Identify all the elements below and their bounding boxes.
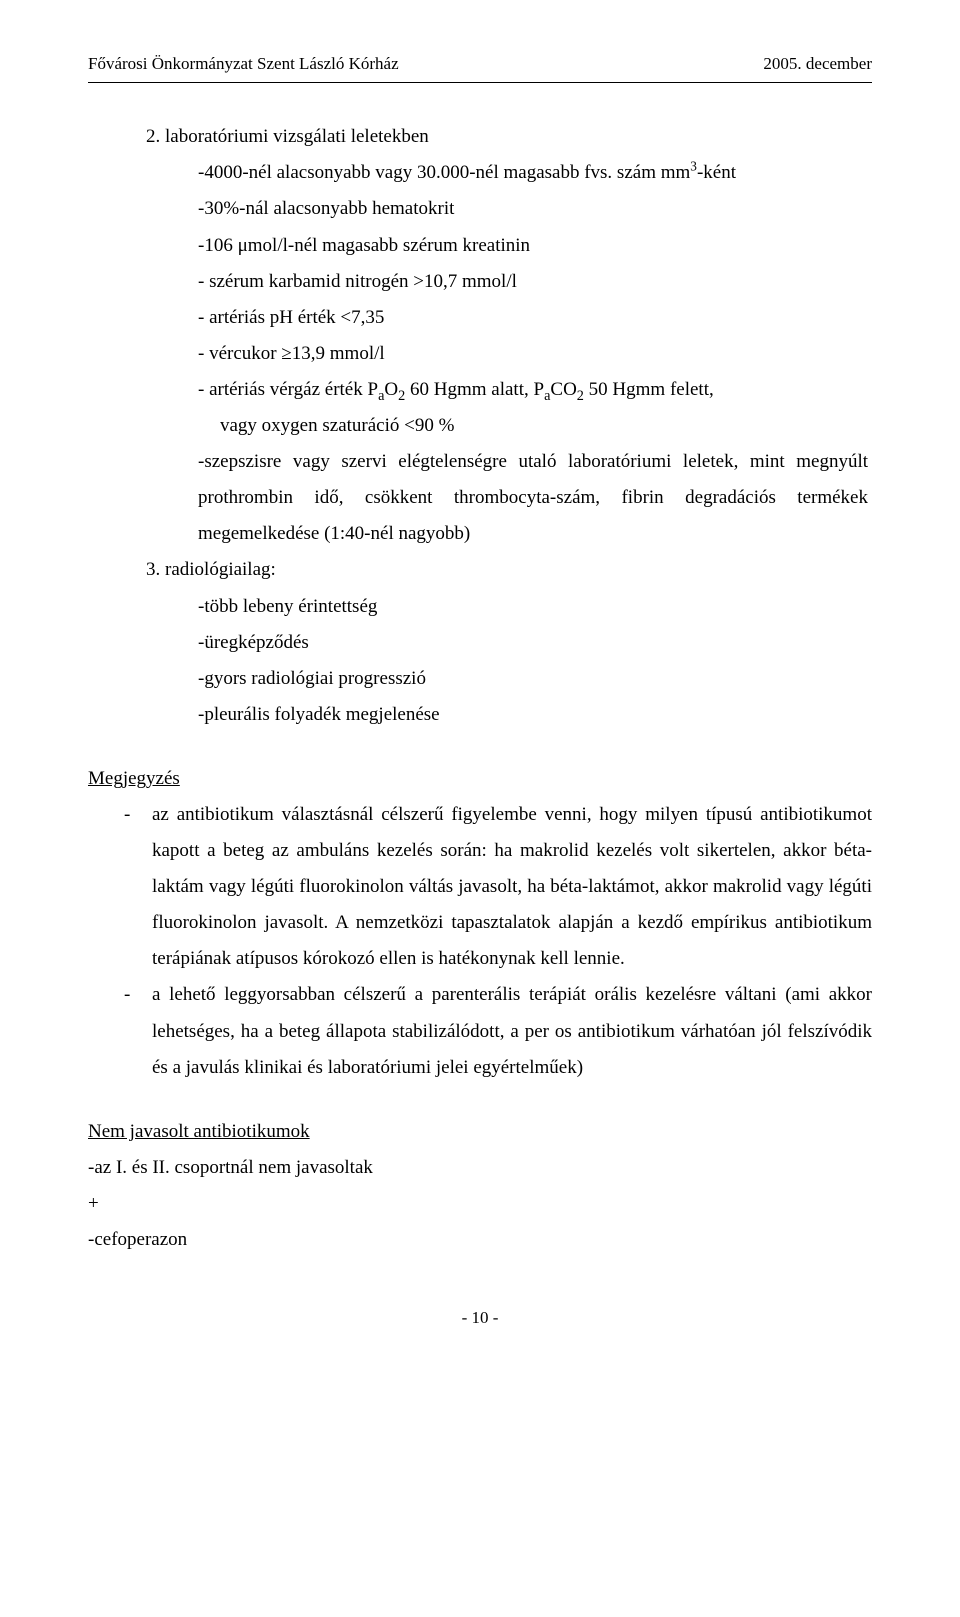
text: -4000-nél alacsonyabb vagy 30.000-nél ma… xyxy=(198,162,690,183)
text: 60 Hgmm alatt, P xyxy=(405,379,544,400)
header-left: Fővárosi Önkormányzat Szent László Kórhá… xyxy=(88,48,399,80)
note-item-2: - a lehető leggyorsabban célszerű a pare… xyxy=(124,977,872,1085)
lab-line-7: - artériás vérgáz érték PaO2 60 Hgmm ala… xyxy=(88,372,872,408)
superscript: 3 xyxy=(690,159,697,174)
header-right: 2005. december xyxy=(763,48,872,80)
page-footer: - 10 - xyxy=(88,1302,872,1334)
nr-line-3: -cefoperazon xyxy=(88,1222,872,1258)
note-list: - az antibiotikum választásnál célszerű … xyxy=(88,797,872,1086)
subscript: 2 xyxy=(577,388,584,404)
radio-line-3: -gyors radiológiai progresszió xyxy=(88,661,872,697)
list-item-2: 2. laboratóriumi vizsgálati leletekben xyxy=(88,119,872,155)
lab-line-1: -4000-nél alacsonyabb vagy 30.000-nél ma… xyxy=(88,155,872,191)
note-text: a lehető leggyorsabban célszerű a parent… xyxy=(152,977,872,1085)
note-text: az antibiotikum választásnál célszerű fi… xyxy=(152,797,872,977)
text: -ként xyxy=(697,162,736,183)
radio-line-2: -üregképződés xyxy=(88,625,872,661)
text: CO xyxy=(550,379,576,400)
radio-line-4: -pleurális folyadék megjelenése xyxy=(88,697,872,733)
page-header: Fővárosi Önkormányzat Szent László Kórhá… xyxy=(88,48,872,83)
text: O xyxy=(384,379,398,400)
list-item-3: 3. radiológiailag: xyxy=(88,552,872,588)
lab-line-8: -szepszisre vagy szervi elégtelenségre u… xyxy=(88,444,872,552)
note-item-1: - az antibiotikum választásnál célszerű … xyxy=(124,797,872,977)
document-body: 2. laboratóriumi vizsgálati leletekben -… xyxy=(88,119,872,1258)
lab-line-5: - artériás pH érték <7,35 xyxy=(88,300,872,336)
not-recommended-heading: Nem javasolt antibiotikumok xyxy=(88,1114,872,1150)
lab-line-3: -106 μmol/l-nél magasabb szérum kreatini… xyxy=(88,228,872,264)
text: - artériás vérgáz érték P xyxy=(198,379,378,400)
lab-line-7b: vagy oxygen szaturáció <90 % xyxy=(88,408,872,444)
lab-line-2: -30%-nál alacsonyabb hematokrit xyxy=(88,191,872,227)
radio-line-1: -több lebeny érintettség xyxy=(88,589,872,625)
dash-icon: - xyxy=(124,977,152,1085)
lab-line-4: - szérum karbamid nitrogén >10,7 mmol/l xyxy=(88,264,872,300)
nr-line-1: -az I. és II. csoportnál nem javasoltak xyxy=(88,1150,872,1186)
dash-icon: - xyxy=(124,797,152,977)
lab-line-6: - vércukor ≥13,9 mmol/l xyxy=(88,336,872,372)
text: 50 Hgmm felett, xyxy=(584,379,714,400)
page-number: - 10 - xyxy=(462,1308,499,1327)
note-heading: Megjegyzés xyxy=(88,761,872,797)
nr-line-2: + xyxy=(88,1186,872,1222)
